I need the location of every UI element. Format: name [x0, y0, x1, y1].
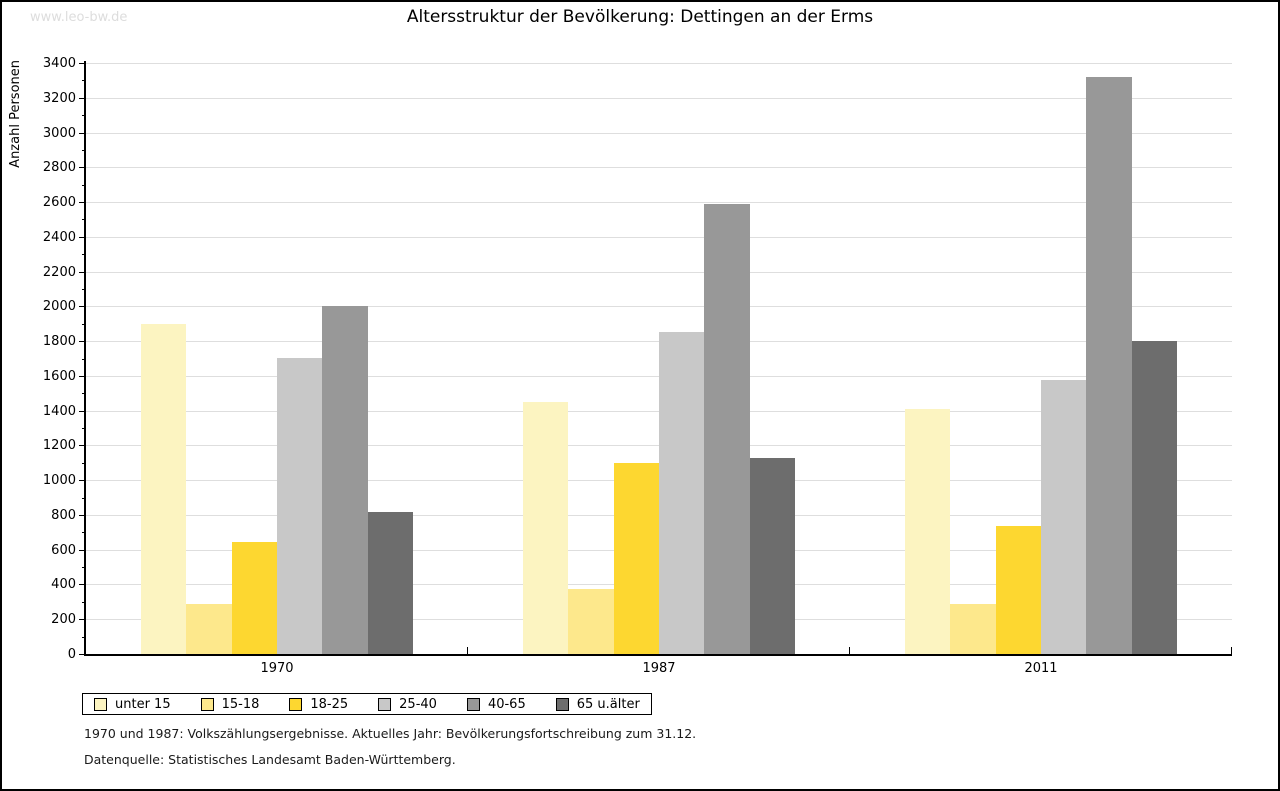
bar-40-65-1987 — [704, 203, 750, 654]
legend-label: 25-40 — [399, 696, 437, 712]
x-category-label: 2011 — [1024, 661, 1058, 676]
bar-unter-15-1970 — [140, 323, 187, 654]
bar-40-65-2011 — [1086, 76, 1132, 654]
bar-65-u.älter-2011 — [1131, 341, 1178, 654]
chart-title: Altersstruktur der Bevölkerung: Dettinge… — [406, 7, 874, 27]
bar-25-40-1970 — [277, 357, 323, 654]
bar-18-25-1970 — [231, 541, 277, 654]
gridline — [86, 306, 1232, 308]
bar-65-u.älter-1970 — [367, 512, 414, 654]
y-major-tick — [79, 654, 86, 655]
y-tick-label: 3000 — [42, 125, 76, 141]
y-tick-label: 2200 — [42, 264, 76, 280]
legend-label: 65 u.älter — [576, 696, 640, 712]
bar-15-18-1970 — [186, 603, 232, 654]
y-major-tick — [79, 514, 86, 516]
bar-18-25-2011 — [995, 526, 1041, 654]
gridline — [86, 271, 1232, 273]
footnote-source-note: 1970 und 1987: Volkszählungsergebnisse. … — [84, 726, 697, 741]
y-tick-label: 0 — [67, 647, 76, 662]
gridline — [86, 97, 1232, 99]
legend-entry: 25-40 — [378, 697, 437, 712]
x-axis-tick — [467, 647, 468, 654]
y-major-tick — [79, 306, 86, 308]
gridline — [86, 63, 1232, 64]
x-axis-tick — [85, 647, 86, 654]
y-tick-label: 600 — [51, 542, 76, 558]
gridline — [86, 167, 1232, 169]
y-tick-label: 800 — [51, 507, 76, 523]
watermark-url: www.leo-bw.de — [30, 10, 128, 25]
y-major-tick — [79, 271, 86, 273]
y-tick-label: 1000 — [42, 473, 76, 489]
gridline — [86, 202, 1232, 204]
bar-15-18-2011 — [950, 603, 996, 654]
y-major-tick — [79, 549, 86, 551]
legend-entry: unter 15 — [94, 697, 171, 712]
legend-entry: 65 u.älter — [555, 696, 640, 712]
y-major-tick — [79, 167, 86, 169]
y-tick-label: 1200 — [42, 438, 76, 454]
bar-unter-15-1987 — [522, 401, 569, 654]
legend-swatch-icon — [555, 697, 569, 711]
bar-40-65-1970 — [322, 306, 368, 654]
legend-swatch-icon — [289, 697, 303, 711]
legend-label: 18-25 — [310, 696, 349, 712]
x-axis-tick — [1231, 647, 1232, 654]
y-tick-label: 200 — [51, 612, 76, 628]
y-tick-label: 2400 — [42, 229, 76, 245]
legend-swatch-icon — [466, 697, 480, 711]
y-major-tick — [79, 375, 86, 377]
y-major-tick — [79, 341, 86, 343]
bar-15-18-1987 — [568, 588, 614, 654]
bar-25-40-1987 — [659, 332, 705, 654]
gridline — [86, 236, 1232, 238]
y-major-tick — [79, 202, 86, 204]
y-major-tick — [79, 619, 86, 621]
legend-label: 40-65 — [487, 696, 526, 712]
x-axis-tick — [849, 647, 850, 654]
y-tick-label: 2800 — [42, 160, 76, 176]
x-category-label: 1987 — [642, 661, 676, 676]
y-tick-label: 1400 — [42, 403, 76, 419]
y-major-tick — [79, 97, 86, 99]
y-tick-label: 1800 — [42, 334, 76, 350]
bar-18-25-1987 — [613, 462, 659, 654]
y-major-tick — [79, 480, 86, 482]
legend-box: unter 15 15-18 18-25 25-40 40-65 65 u.älter — [82, 693, 652, 715]
y-tick-label: 2600 — [42, 195, 76, 211]
legend-entry: 18-25 — [289, 697, 348, 712]
gridline — [86, 132, 1232, 134]
bar-25-40-2011 — [1041, 380, 1087, 654]
y-major-tick — [79, 584, 86, 586]
bar-unter-15-2011 — [904, 408, 951, 654]
y-tick-label: 2000 — [42, 299, 76, 315]
legend-swatch-icon — [378, 697, 392, 711]
y-tick-label: 400 — [51, 577, 76, 593]
legend-swatch-icon — [200, 697, 214, 711]
y-tick-label: 3400 — [42, 56, 76, 71]
bar-65-u.älter-1987 — [749, 458, 796, 654]
y-major-tick — [79, 236, 86, 238]
legend-swatch-icon — [94, 697, 107, 711]
y-major-tick — [79, 445, 86, 447]
legend-entry: 40-65 — [466, 696, 526, 712]
y-axis-line — [84, 61, 86, 654]
x-category-label: 1970 — [260, 661, 294, 676]
y-major-tick — [79, 63, 86, 64]
legend-label: unter 15 — [115, 696, 171, 712]
y-tick-label: 3200 — [42, 90, 76, 106]
y-major-tick — [79, 132, 86, 134]
y-major-tick — [79, 410, 86, 412]
x-axis-line — [84, 654, 1232, 656]
y-tick-label: 1600 — [42, 368, 76, 384]
footnote-data-source: Datenquelle: Statistisches Landesamt Bad… — [84, 752, 456, 767]
legend-label: 15-18 — [221, 696, 260, 712]
legend-entry: 15-18 — [200, 696, 260, 712]
